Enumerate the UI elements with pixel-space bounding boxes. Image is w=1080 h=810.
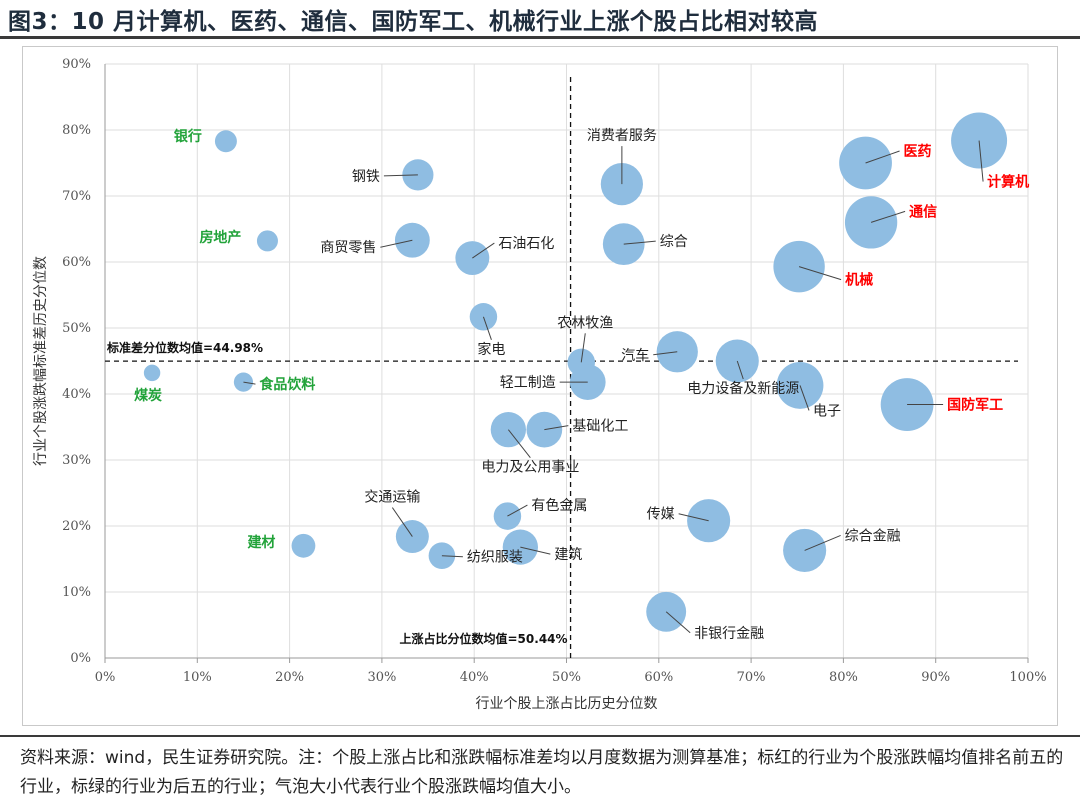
y-tick-label: 90% xyxy=(62,57,91,72)
leader-非银行金融 xyxy=(665,611,691,634)
leader-机械 xyxy=(798,266,842,281)
source-note: 资料来源：wind，民生证券研究院。注：个股上涨占比和涨跌幅标准差均以月度数据为… xyxy=(20,748,1064,797)
label-传媒: 传媒 xyxy=(647,507,675,523)
label-交通运输: 交通运输 xyxy=(364,489,420,506)
leader-电力设备及新能源 xyxy=(736,360,744,380)
label-消费者服务: 消费者服务 xyxy=(587,128,657,144)
label-电力设备及新能源: 电力设备及新能源 xyxy=(687,380,799,397)
y-tick-label: 60% xyxy=(62,255,91,270)
label-综合: 综合 xyxy=(660,234,688,250)
leader-食品饮料 xyxy=(243,381,256,385)
leader-lines xyxy=(243,140,984,634)
label-通信: 通信 xyxy=(909,203,937,220)
y-tick-label: 10% xyxy=(62,585,91,600)
label-纺织服装: 纺织服装 xyxy=(467,550,523,566)
x-tick-label: 20% xyxy=(275,670,304,685)
label-国防军工: 国防军工 xyxy=(947,397,1003,414)
title-divider xyxy=(0,36,1080,39)
label-电力及公用事业: 电力及公用事业 xyxy=(481,460,579,476)
label-石油石化: 石油石化 xyxy=(498,236,554,252)
y-tick-label: 30% xyxy=(62,453,91,468)
x-tick-label: 0% xyxy=(95,670,116,685)
leader-综合金融 xyxy=(804,534,841,551)
label-钢铁: 钢铁 xyxy=(352,169,380,185)
leader-钢铁 xyxy=(383,174,418,177)
leader-商贸零售 xyxy=(380,239,413,248)
bubble-建材 xyxy=(291,533,316,558)
bubble-银行 xyxy=(214,130,237,153)
y-tick-label: 70% xyxy=(62,189,91,204)
y-tick-label: 20% xyxy=(62,519,91,534)
x-tick-label: 90% xyxy=(921,670,950,685)
x-tick-label: 50% xyxy=(552,670,581,685)
leader-基础化工 xyxy=(544,425,569,431)
leader-通信 xyxy=(870,210,906,223)
label-综合金融: 综合金融 xyxy=(845,528,901,544)
bubble-chart: 0% 10% 20% 30% 40% 50% 60% 70% 80% 90% 0% 10% 20% 30%… xyxy=(33,57,1047,712)
y-axis-title: 行业个股涨跌幅标准差历史分位数 xyxy=(33,256,49,466)
x-tick-label: 100% xyxy=(1009,670,1046,685)
leader-建筑 xyxy=(520,546,551,555)
chart-title: 图3：10 月计算机、医药、通信、国防军工、机械行业上涨个股占比相对较高 xyxy=(8,9,819,35)
x-axis-title: 行业个股上涨占比历史分位数 xyxy=(476,696,658,712)
axes: 0% 10% 20% 30% 40% 50% 60% 70% 80% 90% 0% 10% 20% 30%… xyxy=(33,57,1047,712)
leader-电力及公用事业 xyxy=(507,429,531,458)
label-家电: 家电 xyxy=(477,341,505,358)
leader-汽车 xyxy=(653,351,678,356)
leader-纺织服装 xyxy=(441,555,463,558)
leader-家电 xyxy=(482,316,492,340)
bubble-综合金融 xyxy=(783,528,827,572)
leader-农林牧渔 xyxy=(580,333,586,363)
label-电子: 电子 xyxy=(813,403,841,419)
bubble-电子 xyxy=(776,362,824,409)
bubble-传媒 xyxy=(687,499,731,543)
label-基础化工: 基础化工 xyxy=(572,418,628,435)
leader-医药 xyxy=(865,150,900,164)
label-建材: 建材 xyxy=(247,534,275,551)
x-tick-label: 80% xyxy=(829,670,858,685)
leader-综合 xyxy=(623,240,656,245)
leader-有色金属 xyxy=(507,504,528,517)
bubble-建筑 xyxy=(502,529,538,565)
bubble-食品饮料 xyxy=(233,372,254,392)
x-tick-label: 10% xyxy=(183,670,212,685)
x-tick-label: 70% xyxy=(737,670,766,685)
bubble-房地产 xyxy=(256,230,278,252)
label-机械: 机械 xyxy=(845,272,873,289)
reference-lines: 上涨占比分位数均值=50.44% 标准差分位数均值=44.98% xyxy=(105,77,1018,658)
label-食品饮料: 食品饮料 xyxy=(259,376,315,393)
label-汽车: 汽车 xyxy=(621,347,649,364)
label-煤炭: 煤炭 xyxy=(134,387,162,404)
label-农林牧渔: 农林牧渔 xyxy=(557,315,613,331)
y-tick-label: 40% xyxy=(62,387,91,402)
chart-frame: 0% 10% 20% 30% 40% 50% 60% 70% 80% 90% 0% 10% 20% 30%… xyxy=(22,46,1058,726)
label-商贸零售: 商贸零售 xyxy=(320,240,376,256)
x-tick-label: 30% xyxy=(367,670,396,685)
ref-label-y: 标准差分位数均值=44.98% xyxy=(106,340,263,355)
x-tick-label: 60% xyxy=(644,670,673,685)
leader-石油石化 xyxy=(472,242,495,259)
bubble-国防军工 xyxy=(880,378,934,431)
footer-divider xyxy=(0,735,1080,737)
bubble-钢铁 xyxy=(402,159,434,191)
label-有色金属: 有色金属 xyxy=(531,497,587,514)
label-非银行金融: 非银行金融 xyxy=(694,626,764,642)
y-tick-label: 80% xyxy=(62,123,91,138)
label-房地产: 房地产 xyxy=(199,229,241,246)
x-tick-label: 40% xyxy=(460,670,489,685)
ref-label-x: 上涨占比分位数均值=50.44% xyxy=(400,631,568,646)
label-医药: 医药 xyxy=(904,143,932,160)
bubble-煤炭 xyxy=(143,364,161,382)
leader-传媒 xyxy=(678,513,709,522)
label-计算机: 计算机 xyxy=(987,174,1029,191)
label-轻工制造: 轻工制造 xyxy=(500,375,556,391)
y-tick-label: 0% xyxy=(70,651,91,666)
leader-计算机 xyxy=(978,140,984,182)
leader-电子 xyxy=(799,385,810,411)
label-银行: 银行 xyxy=(174,128,202,145)
label-建筑: 建筑 xyxy=(554,547,582,563)
leader-交通运输 xyxy=(391,507,413,537)
y-tick-label: 50% xyxy=(62,321,91,336)
